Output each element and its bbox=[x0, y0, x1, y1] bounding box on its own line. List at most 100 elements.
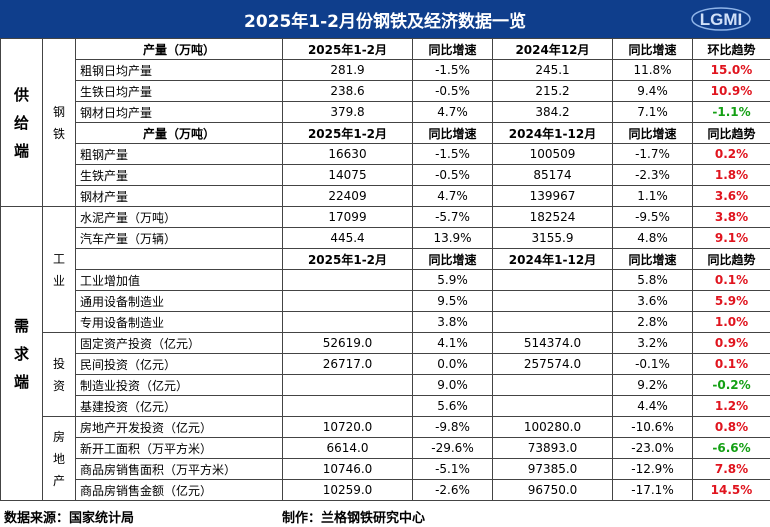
value-2025 bbox=[282, 374, 413, 396]
growth-2024: 11.8% bbox=[612, 59, 693, 81]
growth-2025: 4.7% bbox=[412, 101, 493, 123]
table-row: 基建投资（亿元） 5.6% 4.4% 1.2% bbox=[1, 395, 770, 417]
trend-value: 0.8% bbox=[692, 416, 770, 438]
table-row: 商品房销售面积（万平方米） 10746.0 -5.1% 97385.0 -12.9% 7.… bbox=[1, 458, 770, 480]
realestate-label: 房 地 产 bbox=[42, 416, 76, 501]
growth-2025: 0.0% bbox=[412, 353, 493, 375]
column-header: 2024年1-12月 bbox=[492, 248, 613, 270]
trend-value: 0.9% bbox=[692, 332, 770, 354]
svg-text:LGMI: LGMI bbox=[700, 10, 743, 29]
column-header: 2025年1-2月 bbox=[282, 122, 413, 144]
growth-2024: 3.2% bbox=[612, 332, 693, 354]
source-note: 数据来源：国家统计局 bbox=[4, 511, 135, 526]
row-label: 通用设备制造业 bbox=[75, 290, 283, 312]
table-row: 新开工面积（万平方米） 6614.0 -29.6% 73893.0 -23.0% -6.6… bbox=[1, 437, 770, 459]
growth-2025: -9.8% bbox=[412, 416, 493, 438]
trend-value: -0.2% bbox=[692, 374, 770, 396]
growth-2024: 2.8% bbox=[612, 311, 693, 333]
row-label: 汽车产量（万辆） bbox=[75, 227, 283, 249]
column-header: 环比趋势 bbox=[692, 38, 770, 60]
trend-value: 9.1% bbox=[692, 227, 770, 249]
column-header: 同比增速 bbox=[612, 122, 693, 144]
growth-2025: -1.5% bbox=[412, 59, 493, 81]
table-row: 汽车产量（万辆） 445.4 13.9% 3155.9 4.8% 9.1% bbox=[1, 227, 770, 249]
table-row: 制造业投资（亿元） 9.0% 9.2% -0.2% bbox=[1, 374, 770, 396]
investment-label: 投 资 bbox=[42, 332, 76, 417]
trend-value: 10.9% bbox=[692, 80, 770, 102]
growth-2024: 1.1% bbox=[612, 185, 693, 207]
column-header bbox=[75, 248, 283, 270]
table-row: 商品房销售金额（亿元） 10259.0 -2.6% 96750.0 -17.1% 14.5… bbox=[1, 479, 770, 501]
table-row: 生铁日均产量 238.6 -0.5% 215.2 9.4% 10.9% bbox=[1, 80, 770, 102]
column-header: 同比增速 bbox=[612, 38, 693, 60]
value-2024 bbox=[492, 395, 613, 417]
value-2024: 85174 bbox=[492, 164, 613, 186]
value-2024: 73893.0 bbox=[492, 437, 613, 459]
value-2025 bbox=[282, 269, 413, 291]
table-row: 工业增加值 5.9% 5.8% 0.1% bbox=[1, 269, 770, 291]
row-label: 新开工面积（万平方米） bbox=[75, 437, 283, 459]
header-row: 产量（万吨） 2025年1-2月 同比增速 2024年1-12月 同比增速 同比趋势 bbox=[1, 122, 770, 144]
table-row: 生铁产量 14075 -0.5% 85174 -2.3% 1.8% bbox=[1, 164, 770, 186]
growth-2024: -0.1% bbox=[612, 353, 693, 375]
table-row: 粗钢日均产量 281.9 -1.5% 245.1 11.8% 15.0% bbox=[1, 59, 770, 81]
growth-2025: -1.5% bbox=[412, 143, 493, 165]
value-2024: 182524 bbox=[492, 206, 613, 228]
growth-2025: 4.7% bbox=[412, 185, 493, 207]
steel-label: 钢 铁 bbox=[42, 38, 76, 207]
trend-value: 7.8% bbox=[692, 458, 770, 480]
growth-2025: -5.7% bbox=[412, 206, 493, 228]
value-2024 bbox=[492, 374, 613, 396]
trend-value: 15.0% bbox=[692, 59, 770, 81]
value-2024 bbox=[492, 311, 613, 333]
value-2024 bbox=[492, 290, 613, 312]
growth-2024: -23.0% bbox=[612, 437, 693, 459]
row-label: 工业增加值 bbox=[75, 269, 283, 291]
growth-2024: 4.8% bbox=[612, 227, 693, 249]
column-header: 2025年1-2月 bbox=[282, 248, 413, 270]
table-row: 粗钢产量 16630 -1.5% 100509 -1.7% 0.2% bbox=[1, 143, 770, 165]
value-2024: 215.2 bbox=[492, 80, 613, 102]
data-table: 供 给 端钢 铁产量（万吨） 2025年1-2月 同比增速 2024年12月 同比增速环… bbox=[0, 38, 770, 501]
trend-value: 3.8% bbox=[692, 206, 770, 228]
row-label: 基建投资（亿元） bbox=[75, 395, 283, 417]
row-label: 专用设备制造业 bbox=[75, 311, 283, 333]
row-label: 固定资产投资（亿元） bbox=[75, 332, 283, 354]
industry-label: 工 业 bbox=[42, 206, 76, 333]
trend-value: -6.6% bbox=[692, 437, 770, 459]
column-header: 同比增速 bbox=[612, 248, 693, 270]
maker-note: 制作：兰格钢铁研究中心 bbox=[282, 511, 426, 526]
trend-value: 0.1% bbox=[692, 353, 770, 375]
trend-value: 1.8% bbox=[692, 164, 770, 186]
value-2024: 97385.0 bbox=[492, 458, 613, 480]
growth-2024: -1.7% bbox=[612, 143, 693, 165]
growth-2024: -12.9% bbox=[612, 458, 693, 480]
value-2024: 100280.0 bbox=[492, 416, 613, 438]
column-header: 同比趋势 bbox=[692, 122, 770, 144]
growth-2024: -9.5% bbox=[612, 206, 693, 228]
value-2024: 245.1 bbox=[492, 59, 613, 81]
value-2024 bbox=[492, 269, 613, 291]
row-label: 房地产开发投资（亿元） bbox=[75, 416, 283, 438]
growth-2024: -17.1% bbox=[612, 479, 693, 501]
growth-2024: -2.3% bbox=[612, 164, 693, 186]
growth-2024: 3.6% bbox=[612, 290, 693, 312]
value-2025: 26717.0 bbox=[282, 353, 413, 375]
growth-2025: 3.8% bbox=[412, 311, 493, 333]
value-2025: 10746.0 bbox=[282, 458, 413, 480]
column-header: 同比增速 bbox=[412, 248, 493, 270]
row-label: 商品房销售面积（万平方米） bbox=[75, 458, 283, 480]
value-2024: 100509 bbox=[492, 143, 613, 165]
trend-value: 1.0% bbox=[692, 311, 770, 333]
row-label: 水泥产量（万吨） bbox=[75, 206, 283, 228]
growth-2024: 5.8% bbox=[612, 269, 693, 291]
value-2025: 445.4 bbox=[282, 227, 413, 249]
trend-value: 1.2% bbox=[692, 395, 770, 417]
growth-2024: 9.4% bbox=[612, 80, 693, 102]
page-title: 2025年1-2月份钢铁及经济数据一览 bbox=[0, 0, 770, 38]
growth-2025: -0.5% bbox=[412, 80, 493, 102]
growth-2025: -0.5% bbox=[412, 164, 493, 186]
column-header: 2025年1-2月 bbox=[282, 38, 413, 60]
growth-2024: 4.4% bbox=[612, 395, 693, 417]
value-2025: 52619.0 bbox=[282, 332, 413, 354]
